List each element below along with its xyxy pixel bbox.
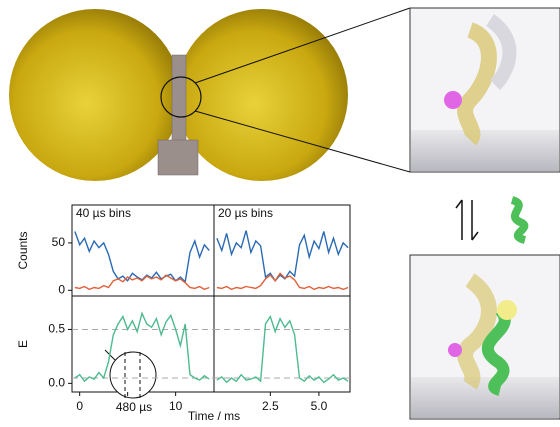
trace [217, 231, 348, 281]
x-tick-label: 2.5 [262, 399, 279, 413]
y-tick-label: 0 [58, 282, 65, 296]
y-axis-label: E [16, 340, 30, 348]
surface [411, 377, 559, 418]
annotation: 480 µs [116, 400, 152, 414]
surface [411, 130, 559, 171]
gold-sphere [176, 9, 348, 181]
panel-title: 40 µs bins [76, 206, 131, 220]
x-tick-label: 0 [76, 399, 83, 413]
dye [444, 91, 462, 109]
unfolded-protein [512, 200, 525, 240]
dye [448, 343, 462, 357]
figure: 05040 µs binsCounts20 µs bins0.00.50510E… [0, 0, 560, 427]
gold-sphere [9, 9, 181, 181]
dye [497, 300, 517, 320]
y-axis-label: Counts [16, 231, 30, 269]
panel-title: 20 µs bins [218, 206, 273, 220]
trace [75, 232, 209, 282]
x-axis-label: Time / ms [188, 409, 240, 423]
x-tick-label: 5.0 [311, 399, 328, 413]
y-tick-label: 0.0 [48, 376, 65, 390]
inset-circle [110, 352, 156, 398]
y-tick-label: 0.5 [48, 322, 65, 336]
equilibrium-arrows [456, 200, 478, 240]
y-tick-label: 50 [52, 235, 66, 249]
trace [217, 317, 348, 383]
trace [217, 273, 348, 289]
trace [75, 275, 209, 289]
x-tick-label: 10 [169, 399, 183, 413]
